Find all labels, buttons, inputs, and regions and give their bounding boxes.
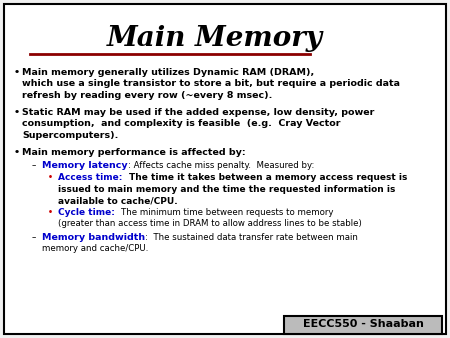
Text: which use a single transistor to store a bit, but require a periodic data: which use a single transistor to store a… <box>22 79 400 89</box>
Text: refresh by reading every row (~every 8 msec).: refresh by reading every row (~every 8 m… <box>22 91 272 100</box>
Text: : Affects cache miss penalty.  Measured by:: : Affects cache miss penalty. Measured b… <box>128 161 314 170</box>
Text: available to cache/CPU.: available to cache/CPU. <box>58 196 178 206</box>
Text: The time it takes between a memory access request is: The time it takes between a memory acces… <box>129 173 407 183</box>
Text: •: • <box>14 148 20 157</box>
Text: Main memory generally utilizes Dynamic RAM (DRAM),: Main memory generally utilizes Dynamic R… <box>22 68 314 77</box>
Text: EECC550 - Shaaban: EECC550 - Shaaban <box>302 319 423 329</box>
Text: •: • <box>14 68 20 77</box>
Text: Cycle time:: Cycle time: <box>58 208 121 217</box>
FancyBboxPatch shape <box>4 4 446 334</box>
Text: (greater than access time in DRAM to allow address lines to be stable): (greater than access time in DRAM to all… <box>58 219 362 228</box>
Text: Memory latency: Memory latency <box>42 161 128 170</box>
Text: •: • <box>48 173 53 183</box>
FancyBboxPatch shape <box>284 316 442 334</box>
Text: –: – <box>32 161 36 170</box>
Text: The minimum time between requests to memory: The minimum time between requests to mem… <box>121 208 333 217</box>
Text: Supercomputers).: Supercomputers). <box>22 131 118 140</box>
Text: :  The sustained data transfer rate between main: : The sustained data transfer rate betwe… <box>145 233 358 242</box>
Text: issued to main memory and the time the requested information is: issued to main memory and the time the r… <box>58 185 396 194</box>
Text: Access time:: Access time: <box>58 173 129 183</box>
Text: •: • <box>14 108 20 117</box>
Text: memory and cache/CPU.: memory and cache/CPU. <box>42 244 148 253</box>
Text: consumption,  and complexity is feasible  (e.g.  Cray Vector: consumption, and complexity is feasible … <box>22 119 341 128</box>
Text: –: – <box>32 233 36 242</box>
Text: •: • <box>48 208 53 217</box>
Text: Main Memory: Main Memory <box>107 25 323 52</box>
Text: Memory bandwidth: Memory bandwidth <box>42 233 145 242</box>
Text: Static RAM may be used if the added expense, low density, power: Static RAM may be used if the added expe… <box>22 108 374 117</box>
Text: Main memory performance is affected by:: Main memory performance is affected by: <box>22 148 246 157</box>
